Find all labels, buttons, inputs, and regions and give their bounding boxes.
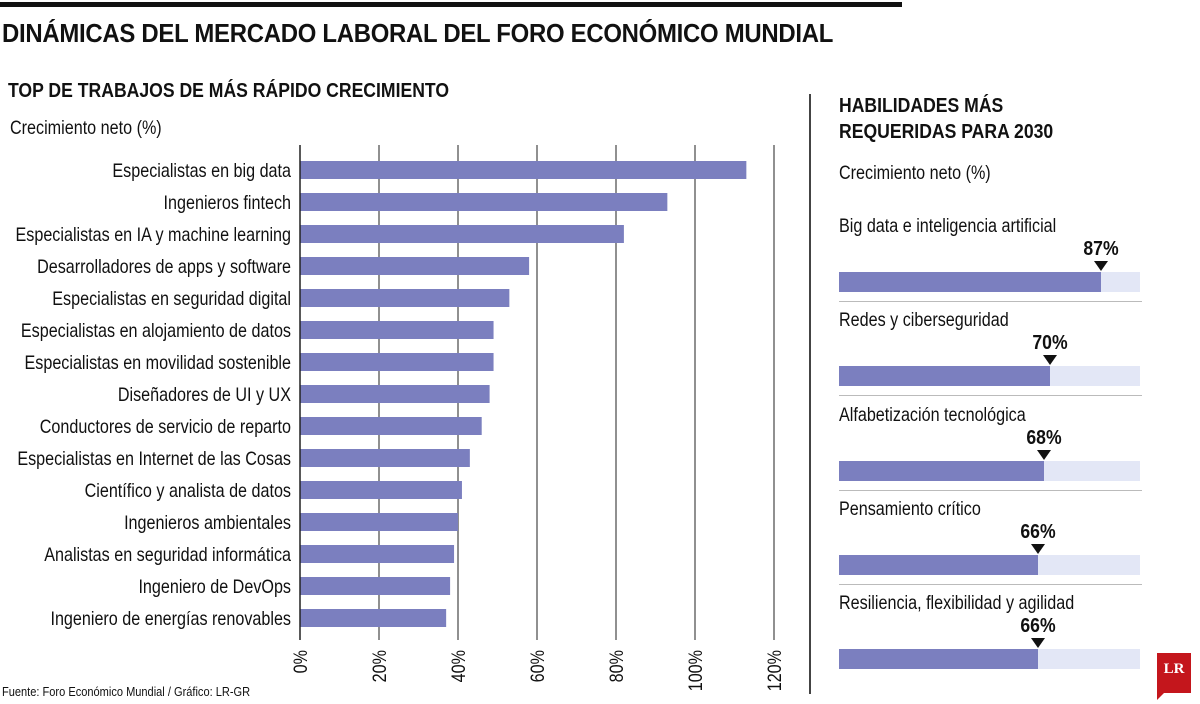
category-label: Ingenieros ambientales xyxy=(124,512,291,534)
skill-bar xyxy=(839,555,1038,575)
skills-title-line2: REQUERIDAS PARA 2030 xyxy=(839,121,1054,143)
skill-value-label: 66% xyxy=(1020,615,1056,637)
category-label: Especialistas en big data xyxy=(112,160,291,182)
tick-label: 20% xyxy=(369,650,391,683)
skill-marker-icon xyxy=(1036,450,1051,460)
category-label: Especialistas en movilidad sostenible xyxy=(24,352,291,374)
bar-11 xyxy=(300,513,458,531)
bar-0 xyxy=(300,161,747,179)
category-label: Desarrolladores de apps y software xyxy=(37,256,291,278)
bar-5 xyxy=(300,321,494,339)
tick-label: 0% xyxy=(290,650,312,674)
skill-bar xyxy=(839,649,1038,669)
category-label: Especialistas en alojamiento de datos xyxy=(21,320,291,342)
category-label: Conductores de servicio de reparto xyxy=(40,416,291,438)
category-label: Especialistas en seguridad digital xyxy=(52,288,291,310)
tick-label: 100% xyxy=(685,650,707,692)
bar-13 xyxy=(300,577,451,595)
skill-label: Redes y ciberseguridad xyxy=(839,310,1009,331)
skill-item: Pensamiento crítico 66% xyxy=(839,499,1142,593)
skill-label: Big data e inteligencia artificial xyxy=(839,216,1057,237)
page-title: DINÁMICAS DEL MERCADO LABORAL DEL FORO E… xyxy=(2,18,834,48)
category-label: Diseñadores de UI y UX xyxy=(118,384,291,406)
category-label: Especialistas en IA y machine learning xyxy=(16,224,291,246)
skill-separator xyxy=(839,301,1142,302)
skill-marker-icon xyxy=(1030,638,1045,648)
skill-track xyxy=(839,272,1140,292)
category-label: Especialistas en Internet de las Cosas xyxy=(17,448,291,470)
bar-6 xyxy=(300,353,494,371)
panel-divider xyxy=(809,94,811,694)
skill-track xyxy=(839,649,1140,669)
tick-label: 40% xyxy=(448,650,470,683)
skill-value-label: 70% xyxy=(1032,332,1068,354)
skill-bar xyxy=(839,366,1050,386)
lr-logo: LR xyxy=(1157,653,1191,700)
skill-item: Resiliencia, flexibilidad y agilidad 66% xyxy=(839,593,1142,687)
skills-subtitle: Crecimiento neto (%) xyxy=(839,163,991,184)
skill-bar xyxy=(839,461,1044,481)
skill-track xyxy=(839,366,1140,386)
category-label: Analistas en seguridad informática xyxy=(44,544,291,566)
bar-12 xyxy=(300,545,455,563)
skills-panel-title: HABILIDADES MÁS REQUERIDAS PARA 2030 xyxy=(839,93,1053,145)
tick-label: 60% xyxy=(527,650,549,683)
category-label: Ingeniero de DevOps xyxy=(138,576,291,598)
jobs-chart-subtitle: Crecimiento neto (%) xyxy=(10,118,162,139)
lr-logo-text: LR xyxy=(1163,661,1185,677)
skill-marker-icon xyxy=(1030,544,1045,554)
skill-marker-icon xyxy=(1093,261,1108,271)
category-label: Ingenieros fintech xyxy=(164,192,291,214)
bar-2 xyxy=(300,225,624,243)
lr-logo-tab xyxy=(1157,692,1165,700)
skill-item: Redes y ciberseguridad 70% xyxy=(839,310,1142,404)
skill-label: Pensamiento crítico xyxy=(839,499,981,520)
jobs-bar-chart: Especialistas en big data Ingenieros fint… xyxy=(16,145,786,692)
jobs-chart-title: TOP DE TRABAJOS DE MÁS RÁPIDO CRECIMIENT… xyxy=(8,80,450,102)
skill-value-label: 68% xyxy=(1026,427,1062,449)
skill-item: Alfabetización tecnológica 68% xyxy=(839,405,1142,499)
source-note: Fuente: Foro Económico Mundial / Gráfico… xyxy=(2,684,251,699)
skill-value-label: 87% xyxy=(1083,238,1119,260)
skill-track xyxy=(839,555,1140,575)
bar-9 xyxy=(300,449,470,467)
bar-4 xyxy=(300,289,510,307)
skill-label: Alfabetización tecnológica xyxy=(839,405,1026,426)
skill-track xyxy=(839,461,1140,481)
skill-separator xyxy=(839,395,1142,396)
skill-separator xyxy=(839,584,1142,585)
bar-7 xyxy=(300,385,490,403)
bar-3 xyxy=(300,257,530,275)
bar-14 xyxy=(300,609,447,627)
skill-item: Big data e inteligencia artificial 87% xyxy=(839,216,1142,310)
top-rule xyxy=(0,2,902,7)
skill-bar xyxy=(839,272,1101,292)
skill-separator xyxy=(839,490,1142,491)
skill-label: Resiliencia, flexibilidad y agilidad xyxy=(839,593,1075,614)
bar-10 xyxy=(300,481,462,499)
skill-marker-icon xyxy=(1042,355,1057,365)
skill-value-label: 66% xyxy=(1020,521,1056,543)
tick-label: 80% xyxy=(606,650,628,683)
bar-1 xyxy=(300,193,668,211)
bar-8 xyxy=(300,417,482,435)
tick-label: 120% xyxy=(764,650,786,692)
category-label: Ingeniero de energías renovables xyxy=(50,608,291,630)
category-label: Científico y analista de datos xyxy=(85,480,292,502)
skills-title-line1: HABILIDADES MÁS xyxy=(839,95,1004,117)
